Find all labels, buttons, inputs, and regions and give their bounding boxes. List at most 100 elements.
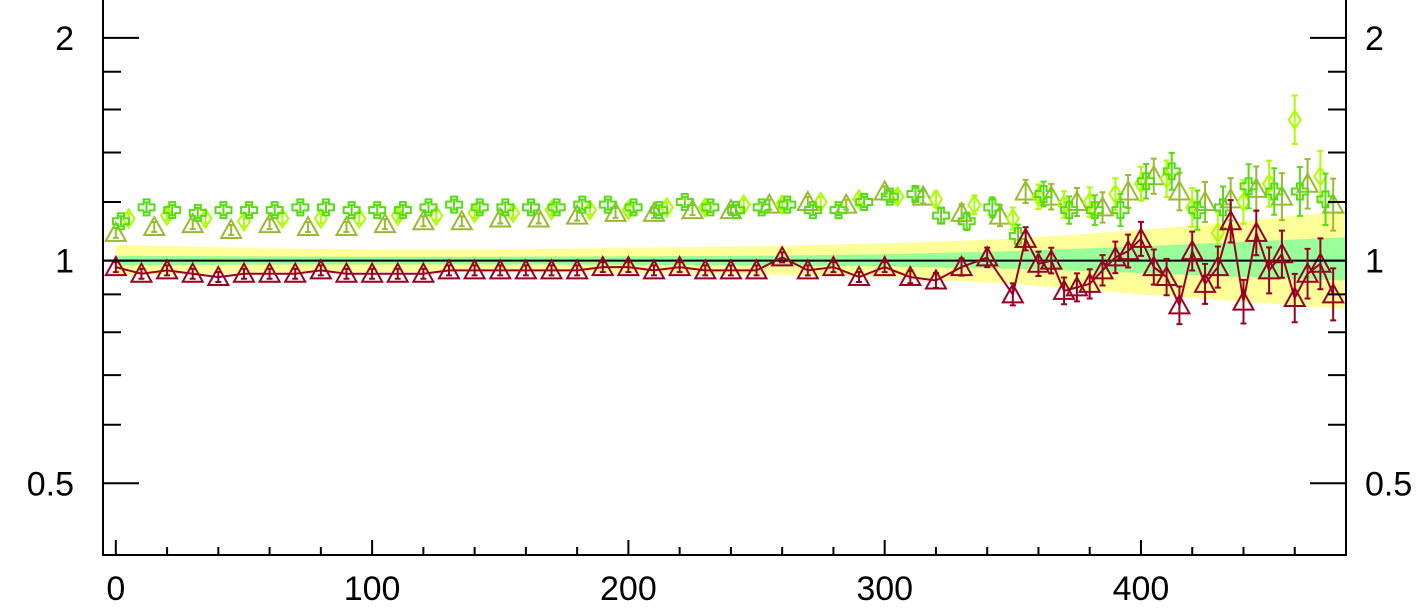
error-bar (1253, 209, 1260, 257)
y-axis-ticks: 0.5 0.5 1 1 2 2 (27, 20, 1413, 503)
error-bar (1266, 159, 1273, 208)
data-point (1090, 258, 1115, 280)
error-bar (458, 215, 465, 228)
data-point (522, 198, 541, 217)
data-point (1013, 179, 1038, 201)
data-point (1236, 191, 1251, 213)
error-bar (1278, 229, 1285, 279)
data-point (129, 261, 154, 283)
y-tick-label-right: 1 (1365, 243, 1384, 281)
data-point (573, 195, 592, 214)
error-bar (151, 221, 158, 234)
data-point (1185, 196, 1200, 219)
data-point (1129, 226, 1153, 248)
error-bar (228, 223, 235, 236)
data-point (257, 261, 282, 283)
data-point (1167, 293, 1192, 315)
error-bar (279, 212, 286, 225)
data-point (855, 192, 874, 211)
data-point (316, 198, 335, 217)
error-bar (1117, 193, 1124, 228)
error-bar (1176, 285, 1183, 326)
error-bar (1091, 194, 1098, 226)
data-point (111, 212, 130, 231)
series-4 (104, 199, 1345, 326)
error-bar (356, 212, 363, 225)
y-tick-label-right: 2 (1365, 20, 1384, 58)
data-point (1008, 226, 1027, 245)
data-point (1206, 255, 1230, 277)
data-point (1085, 201, 1104, 220)
data-point (621, 199, 636, 221)
error-bar (1214, 245, 1221, 289)
data-point (163, 201, 182, 220)
data-point (1013, 226, 1038, 248)
data-point (796, 189, 820, 211)
data-point (393, 201, 412, 220)
error-bar (1150, 157, 1157, 195)
error-bar (305, 221, 312, 234)
data-point (1261, 172, 1277, 195)
data-point (257, 212, 282, 234)
error-bar (1291, 94, 1298, 145)
data-point (932, 206, 951, 225)
data-point (188, 203, 207, 222)
data-point (1154, 264, 1179, 287)
data-point (667, 255, 692, 277)
error-bar (1163, 159, 1170, 198)
data-point (598, 195, 617, 214)
error-bar (343, 221, 350, 234)
data-point (1031, 185, 1046, 208)
x-tick-label: 300 (856, 570, 913, 608)
data-point (928, 188, 944, 211)
data-point (803, 201, 822, 220)
data-point (206, 264, 231, 287)
data-point (1137, 172, 1156, 191)
data-point (1265, 182, 1284, 201)
data-point (698, 196, 713, 219)
error-bar (1163, 257, 1170, 297)
data-point (719, 258, 743, 280)
data-point (488, 206, 512, 228)
data-point (774, 193, 790, 216)
data-point (821, 255, 846, 277)
data-point (949, 255, 974, 277)
data-point (214, 201, 233, 220)
error-bar (612, 206, 619, 219)
x-axis-ticks: 0 100 200 300 400 (106, 540, 1296, 608)
data-point (701, 198, 720, 217)
error-bar (1266, 246, 1273, 295)
error-bar (989, 196, 996, 219)
error-bar (1227, 199, 1234, 244)
error-bar (535, 212, 542, 225)
data-point (181, 212, 205, 234)
error-bar (1143, 163, 1150, 200)
data-point (1287, 108, 1302, 131)
data-point (445, 195, 464, 214)
data-point (437, 258, 461, 280)
data-point (283, 261, 307, 283)
error-bar (266, 218, 273, 231)
data-point (462, 258, 487, 280)
y-tick-label-left: 0.5 (27, 465, 74, 503)
data-point (1316, 190, 1335, 209)
y-tick-label-left: 1 (55, 243, 74, 281)
error-bar (1066, 195, 1073, 225)
x-tick-label: 0 (106, 570, 125, 608)
data-point (983, 198, 1002, 217)
data-point (1308, 251, 1333, 273)
data-point (1116, 239, 1140, 261)
y-tick-label-right: 0.5 (1365, 465, 1412, 503)
data-point (591, 255, 615, 277)
data-point (1162, 162, 1181, 181)
error-bar (1202, 262, 1209, 305)
data-point (911, 184, 935, 206)
data-point (616, 255, 641, 277)
error-bar (1271, 167, 1278, 216)
error-bar (420, 215, 427, 228)
data-point (924, 268, 948, 290)
data-point (368, 201, 387, 220)
data-point (155, 258, 179, 280)
data-point (1005, 207, 1021, 230)
